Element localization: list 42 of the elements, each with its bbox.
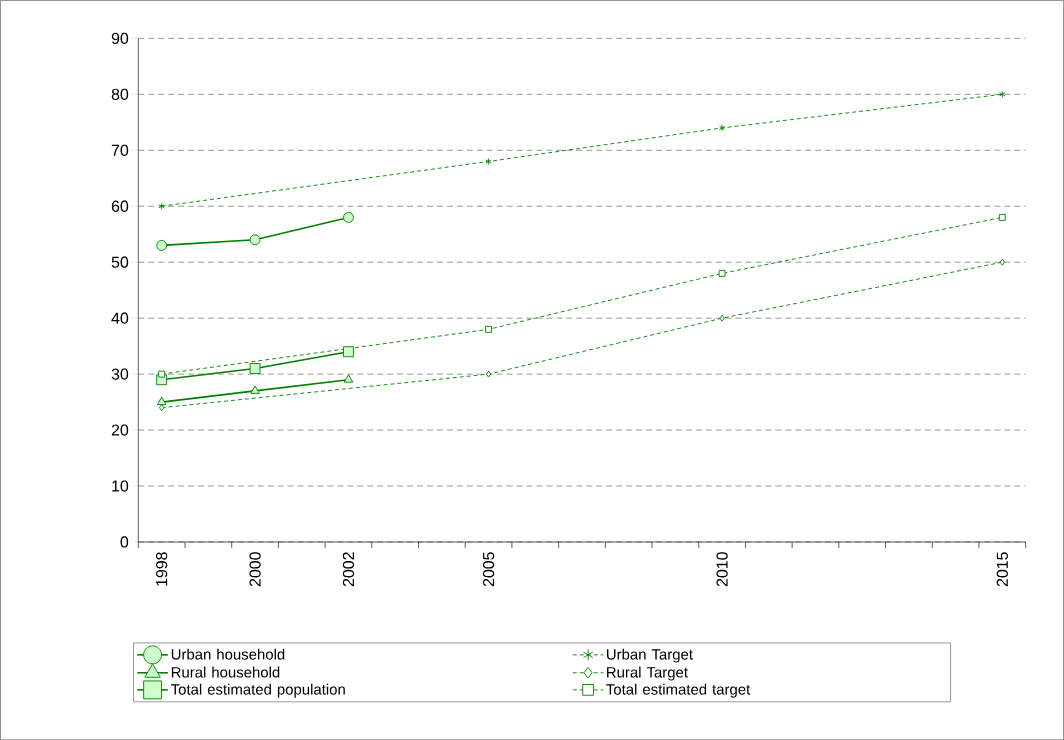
x-tick-label: 2015: [996, 552, 1008, 587]
point: [343, 374, 354, 383]
point: [343, 346, 354, 358]
legend-label: Total estimated population: [171, 683, 345, 698]
y-tick-label: 50: [111, 256, 129, 268]
y-tick-label: 0: [120, 536, 129, 548]
x-tick-label: 2002: [342, 552, 355, 587]
point: [999, 258, 1005, 266]
x-tick-label: 2010: [716, 552, 728, 587]
point: [343, 211, 354, 223]
point: [250, 385, 260, 394]
legend-label: Rural household: [171, 666, 280, 678]
y-tick-label: 60: [111, 200, 129, 212]
x-tick-label: 1998: [156, 552, 168, 586]
y-tick-label: 40: [111, 312, 129, 324]
point: [158, 404, 165, 412]
point: [998, 213, 1006, 221]
point: [719, 314, 725, 322]
point: [158, 202, 165, 210]
point: [485, 370, 492, 378]
point: [249, 362, 261, 374]
y-tick-label: 10: [112, 480, 129, 492]
point: [249, 234, 261, 246]
y-tick-label: 90: [111, 32, 129, 44]
point: [485, 157, 492, 165]
legend-label: Rural Target: [607, 666, 688, 681]
y-tick-label: 80: [111, 88, 129, 100]
y-tick-label: 70: [111, 144, 129, 156]
point: [485, 325, 493, 333]
point: [718, 269, 726, 277]
point: [156, 239, 168, 251]
point: [156, 396, 167, 405]
y-tick-label: 20: [111, 424, 129, 436]
legend-label: Urban Target: [607, 648, 693, 663]
x-tick-label: 2005: [482, 552, 495, 587]
legend-label: Total estimated target: [606, 683, 751, 698]
x-tick-label: 2000: [249, 552, 261, 587]
legend-label: Urban household: [171, 648, 285, 660]
y-tick-label: 30: [111, 368, 129, 380]
point: [719, 124, 726, 132]
point: [999, 90, 1006, 98]
point: [158, 370, 166, 378]
